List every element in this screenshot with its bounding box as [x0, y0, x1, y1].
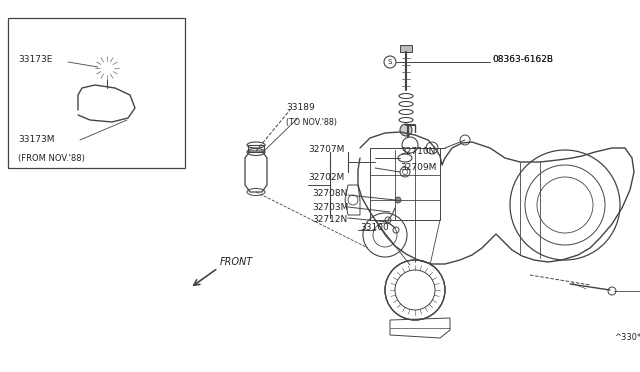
Text: S: S	[388, 59, 392, 65]
Text: 32703M: 32703M	[312, 202, 348, 212]
Text: 33173E: 33173E	[18, 55, 52, 64]
Text: 32707M: 32707M	[308, 145, 344, 154]
Text: 32710N: 32710N	[400, 148, 435, 157]
Text: 33100: 33100	[360, 224, 388, 232]
FancyBboxPatch shape	[8, 18, 185, 168]
Text: 32702M: 32702M	[308, 173, 344, 183]
Text: 08363-6162B: 08363-6162B	[492, 55, 553, 64]
Text: 32709M: 32709M	[400, 164, 436, 173]
Text: ^330*0004: ^330*0004	[614, 334, 640, 343]
Text: 33173M: 33173M	[18, 135, 54, 144]
Polygon shape	[400, 45, 412, 52]
Circle shape	[395, 197, 401, 203]
Text: 08363-6162B: 08363-6162B	[492, 55, 553, 64]
Text: 32708N: 32708N	[312, 189, 348, 198]
Text: (FROM NOV.'88): (FROM NOV.'88)	[18, 154, 85, 163]
Circle shape	[400, 124, 412, 136]
Text: 32712N: 32712N	[312, 215, 348, 224]
Text: (TO NOV.'88): (TO NOV.'88)	[286, 118, 337, 126]
Text: 33189: 33189	[286, 103, 315, 112]
Text: FRONT: FRONT	[220, 257, 253, 267]
